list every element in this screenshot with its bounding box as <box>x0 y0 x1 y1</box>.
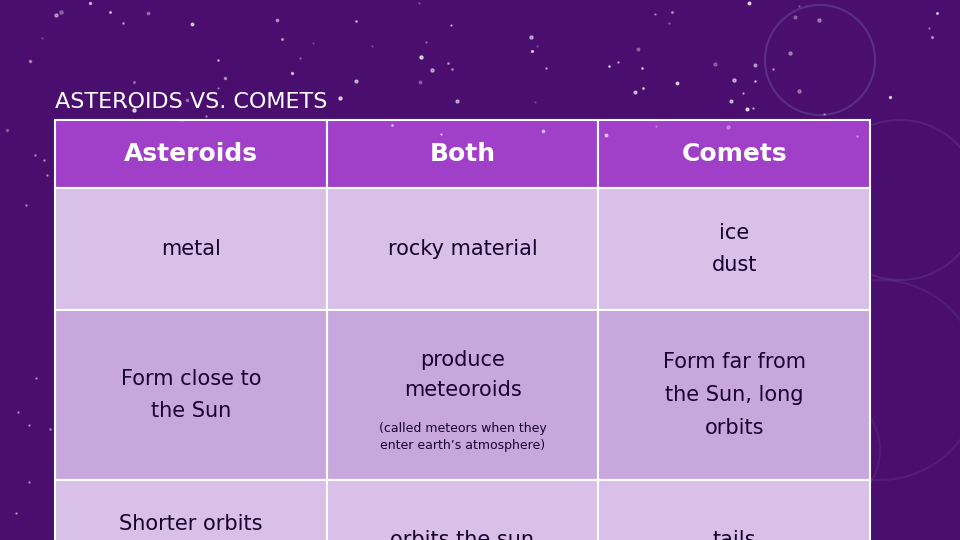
Text: rocky material: rocky material <box>388 239 538 259</box>
FancyBboxPatch shape <box>598 188 870 310</box>
FancyBboxPatch shape <box>598 480 870 540</box>
Text: tails: tails <box>712 530 756 540</box>
Text: Both: Both <box>429 142 495 166</box>
Text: Shorter orbits
around Sun: Shorter orbits around Sun <box>119 514 263 540</box>
FancyBboxPatch shape <box>326 310 598 480</box>
Text: (called meteors when they
enter earth’s atmosphere): (called meteors when they enter earth’s … <box>378 422 546 452</box>
FancyBboxPatch shape <box>55 120 326 188</box>
FancyBboxPatch shape <box>598 120 870 188</box>
FancyBboxPatch shape <box>55 480 326 540</box>
Text: orbits the sun: orbits the sun <box>391 530 535 540</box>
FancyBboxPatch shape <box>598 310 870 480</box>
Text: Form far from
the Sun, long
orbits: Form far from the Sun, long orbits <box>662 352 805 438</box>
Text: Form close to
the Sun: Form close to the Sun <box>121 369 261 421</box>
Text: ASTEROIDS VS. COMETS: ASTEROIDS VS. COMETS <box>55 92 327 112</box>
Text: Asteroids: Asteroids <box>124 142 258 166</box>
Text: metal: metal <box>161 239 221 259</box>
FancyBboxPatch shape <box>326 120 598 188</box>
Text: produce
meteoroids: produce meteoroids <box>403 350 521 400</box>
FancyBboxPatch shape <box>326 480 598 540</box>
FancyBboxPatch shape <box>55 310 326 480</box>
FancyBboxPatch shape <box>55 188 326 310</box>
Text: Comets: Comets <box>682 142 787 166</box>
Text: ice
dust: ice dust <box>711 222 756 275</box>
FancyBboxPatch shape <box>326 188 598 310</box>
